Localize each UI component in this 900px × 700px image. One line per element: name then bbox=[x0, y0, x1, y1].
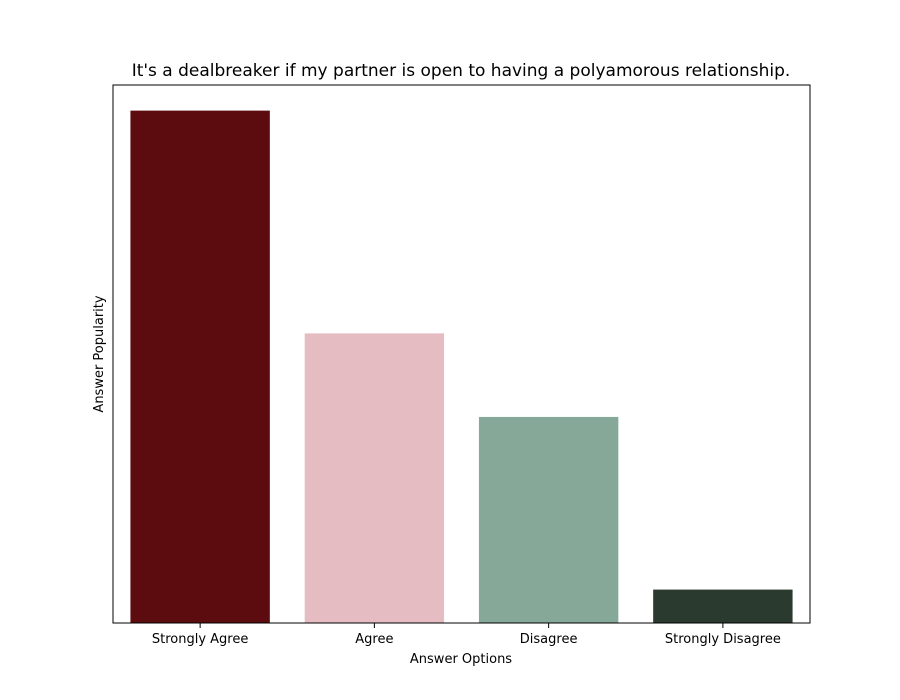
bar-disagree bbox=[478, 416, 619, 623]
bars-group bbox=[130, 110, 793, 624]
plot-frame bbox=[112, 84, 811, 624]
bar-strongly-agree bbox=[130, 110, 270, 624]
bar-strongly-disagree bbox=[653, 589, 793, 623]
x-tick-label-agree: Agree bbox=[355, 632, 393, 647]
x-tick-label-strongly-disagree: Strongly Disagree bbox=[665, 632, 781, 647]
x-tick-label-strongly-agree: Strongly Agree bbox=[152, 632, 249, 647]
x-axis-label: Answer Options bbox=[410, 652, 512, 667]
y-axis-label: Answer Popularity bbox=[92, 295, 107, 412]
x-ticks-group: Strongly Agree Agree Disagree Strongly Disa… bbox=[152, 623, 781, 647]
bar-agree bbox=[304, 333, 445, 623]
chart-title: It's a dealbreaker if my partner is open… bbox=[132, 61, 791, 81]
x-tick-label-disagree: Disagree bbox=[520, 632, 578, 647]
